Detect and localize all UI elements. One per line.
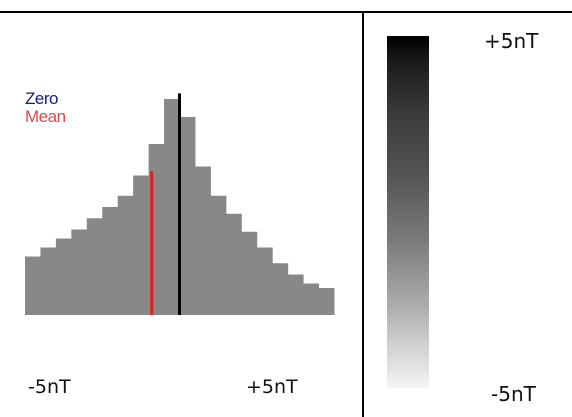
x-tick-label-max: +5nT [246,376,298,398]
histogram-bar [25,256,41,315]
histogram-bar [102,207,119,315]
histogram-bar [117,195,134,315]
histogram-bar [272,263,289,315]
histogram-bar [164,99,180,315]
histogram-bar [194,166,211,315]
histogram-bar [303,283,320,315]
frame-top-border [0,11,572,13]
histogram-bar [133,175,150,315]
histogram-bar [55,238,72,315]
histogram-bar [71,229,88,315]
legend-entry-zero: Zero [25,89,58,108]
histogram-bar [318,288,335,315]
x-tick-label-min: -5nT [28,376,71,398]
legend-entry-mean: Mean [25,107,66,126]
colorbar-min-label: -5nT [491,382,536,406]
histogram-bar [210,195,227,315]
histogram-bar [40,247,57,315]
histogram-bar [86,218,103,315]
histogram-bar [225,213,242,315]
histogram-bar [179,117,196,315]
histogram-chart [25,93,335,315]
colorbar [387,36,429,388]
histogram-bar [287,274,304,315]
histogram-bar [256,247,273,315]
histogram-bar [241,231,258,315]
panel-divider [362,11,364,417]
colorbar-max-label: +5nT [484,29,539,53]
